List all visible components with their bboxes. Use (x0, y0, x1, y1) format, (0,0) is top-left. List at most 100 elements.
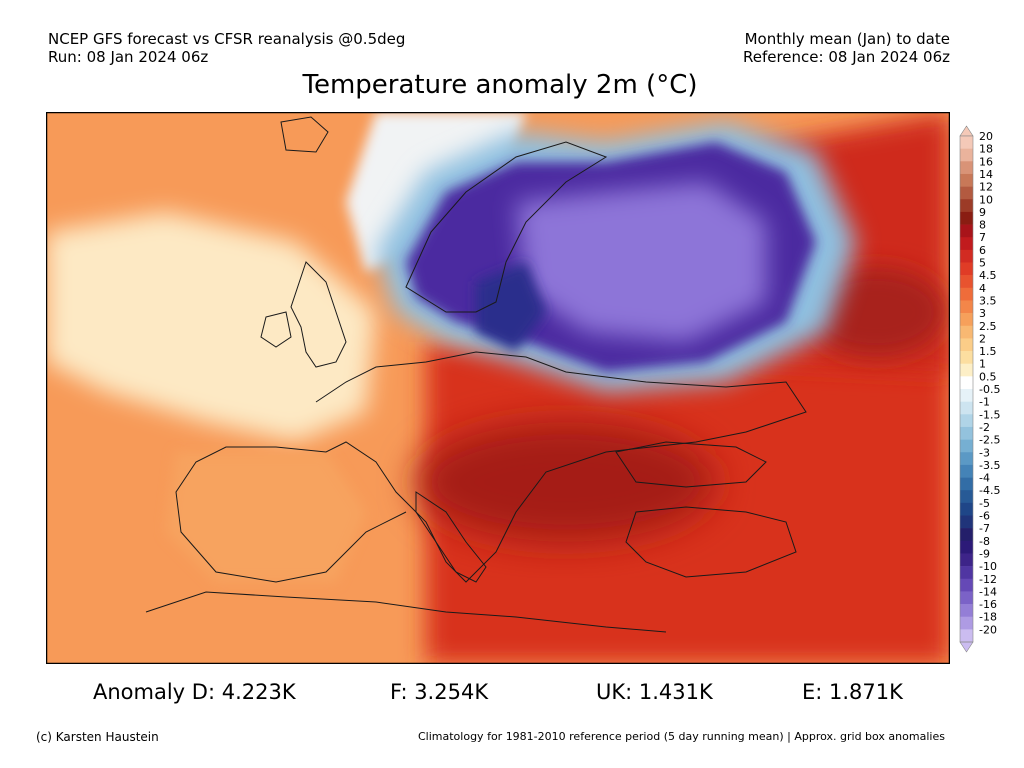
colorbar-label: 2 (979, 332, 986, 345)
colorbar-label: 12 (979, 181, 993, 194)
colorbar-label: -8 (979, 535, 990, 548)
colorbar-label: 1 (979, 358, 986, 371)
climatology-note: Climatology for 1981-2010 reference peri… (418, 730, 945, 743)
colorbar-cell (960, 338, 973, 352)
colorbar-cell (960, 186, 973, 200)
colorbar-label: -3 (979, 446, 990, 459)
colorbar-label: -10 (979, 560, 997, 573)
anomaly-uk: UK: 1.431K (596, 680, 713, 704)
averaging-period: Monthly mean (Jan) to date (744, 30, 950, 48)
reference-time: Reference: 08 Jan 2024 06z (742, 48, 950, 66)
colorbar-cell (960, 211, 973, 225)
colorbar-frame (959, 135, 974, 643)
header-left: NCEP GFS forecast vs CFSR reanalysis @0.… (48, 30, 405, 66)
colorbar-cell (960, 325, 973, 339)
colorbar-label: 10 (979, 193, 993, 206)
colorbar-label: -3.5 (979, 459, 1000, 472)
colorbar-label: 5 (979, 257, 986, 270)
colorbar-label: 3.5 (979, 294, 997, 307)
colorbar-label: 1.5 (979, 345, 997, 358)
colorbar-label: -2 (979, 421, 990, 434)
model-description: NCEP GFS forecast vs CFSR reanalysis @0.… (48, 30, 406, 48)
colorbar-cell (960, 553, 973, 567)
atlantic-mild-region (46, 212, 376, 442)
map-frame (46, 112, 950, 664)
colorbar-label: 0.5 (979, 370, 997, 383)
colorbar-cell (960, 616, 973, 630)
colorbar-label: -4.5 (979, 484, 1000, 497)
colorbar-cell (960, 515, 973, 529)
colorbar-cell (960, 161, 973, 175)
copyright: (c) Karsten Haustein (36, 730, 159, 744)
colorbar-label: -2.5 (979, 434, 1000, 447)
colorbar-cell (960, 249, 973, 263)
coastline-britain (290, 261, 347, 368)
colorbar-cell (960, 490, 973, 504)
colorbar-label: 8 (979, 219, 986, 232)
colorbar-cell (960, 363, 973, 377)
colorbar-cell (960, 426, 973, 440)
colorbar-cell (960, 401, 973, 415)
colorbar-label: -12 (979, 573, 997, 586)
header-right: Monthly mean (Jan) to date Reference: 08… (743, 30, 950, 66)
colorbar-cell (960, 566, 973, 580)
colorbar-cell (960, 351, 973, 364)
colorbar-label: -1.5 (979, 408, 1000, 421)
coastline-turkey (625, 506, 797, 578)
colorbar-cell (960, 148, 973, 162)
colorbar-cell (960, 224, 973, 238)
colorbar-cell (960, 452, 973, 466)
anomaly-map (46, 112, 950, 664)
colorbar-label: 6 (979, 244, 986, 257)
run-time: Run: 08 Jan 2024 06z (48, 48, 209, 66)
colorbar-label: -16 (979, 598, 997, 611)
coastline-black-sea (615, 441, 767, 488)
colorbar-cell (960, 439, 973, 453)
colorbar-label: -4 (979, 472, 990, 485)
colorbar-label: 16 (979, 155, 993, 168)
colorbar-label: 4 (979, 282, 986, 295)
colorbar-cell (960, 262, 973, 276)
coastline-italy (415, 491, 487, 583)
colorbar-label: -9 (979, 547, 990, 560)
colorbar-cell (960, 173, 973, 187)
colorbar-cell (960, 528, 973, 542)
baltic-cold (476, 262, 546, 352)
colorbar-cell (960, 591, 973, 605)
anomaly-france: F: 3.254K (390, 680, 489, 704)
map-title: Temperature anomaly 2m (°C) (302, 70, 698, 100)
extreme-cold-core (516, 182, 766, 342)
colorbar-cell (960, 502, 973, 516)
colorbar-label: -6 (979, 510, 990, 523)
balkans-hot-spot (416, 422, 716, 542)
colorbar-bottom-extension (959, 641, 974, 653)
iberia-warm (166, 452, 366, 582)
colorbar-cell (960, 275, 973, 289)
colorbar-label: -5 (979, 497, 990, 510)
colorbar-cell (960, 629, 973, 643)
colorbar-cell (960, 477, 973, 491)
colorbar-label: 20 (979, 130, 993, 143)
colorbar-cell (960, 414, 973, 428)
anomaly-spain: E: 1.871K (802, 680, 903, 704)
colorbar-label: 4.5 (979, 269, 997, 282)
coastline-ireland (260, 311, 292, 348)
colorbar-cell (960, 313, 973, 327)
colorbar-cell (960, 578, 973, 592)
colorbar-cell (960, 300, 973, 314)
colorbar-cell (960, 199, 973, 213)
colorbar-cell (960, 136, 973, 149)
colorbar-label: -0.5 (979, 383, 1000, 396)
colorbar: 201816141210987654.543.532.521.510.5-0.5… (959, 125, 1000, 653)
anomaly-germany: Anomaly D: 4.223K (93, 680, 296, 704)
colorbar-label: 7 (979, 231, 986, 244)
coastline-continent (175, 351, 807, 583)
colorbar-label: -18 (979, 611, 997, 624)
colorbar-cell (960, 540, 973, 554)
colorbar-cell (960, 464, 973, 478)
coastline-scandinavia (405, 141, 608, 313)
colorbar-label: -14 (979, 585, 997, 598)
colorbar-label: 18 (979, 143, 993, 156)
colorbar-label: 14 (979, 168, 993, 181)
colorbar-label: 3 (979, 307, 986, 320)
